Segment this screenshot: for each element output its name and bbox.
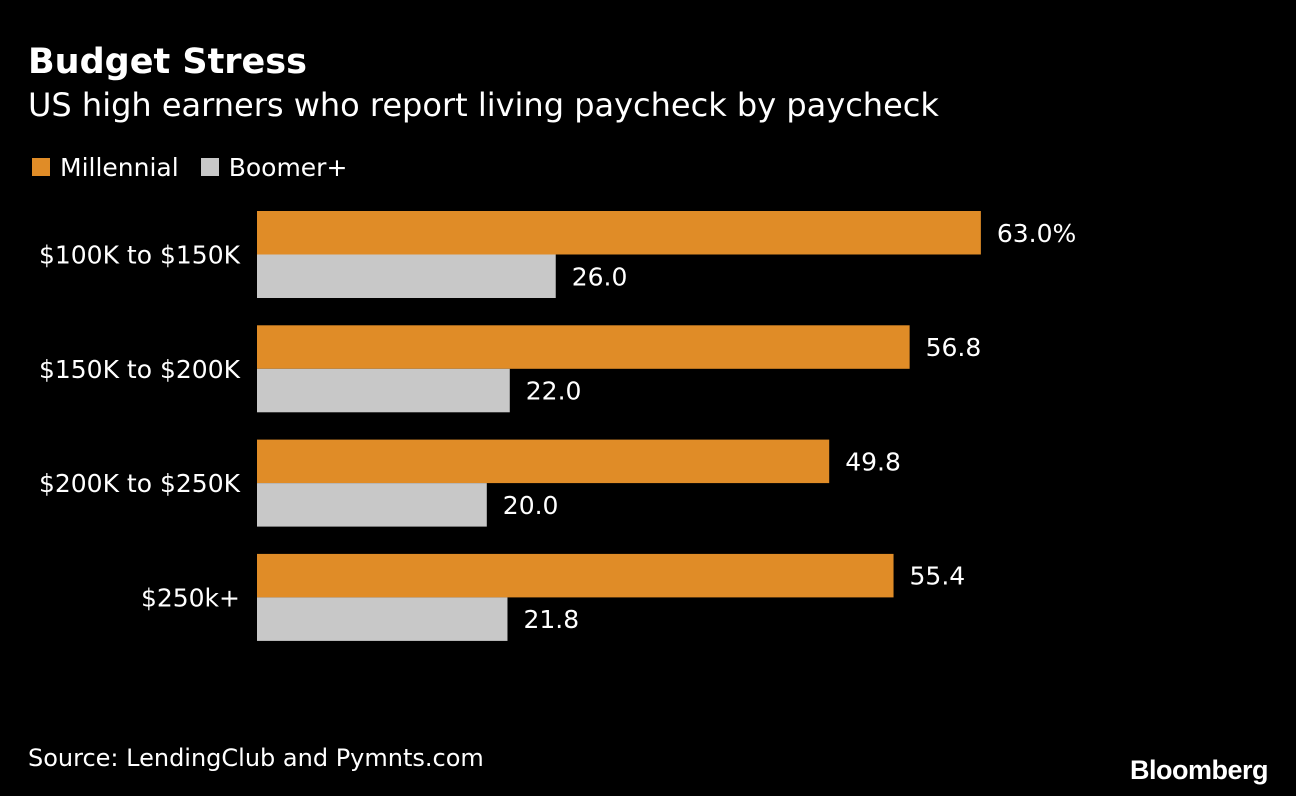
legend-label-boomer: Boomer+	[228, 152, 348, 182]
data-label-millennial: 56.8	[926, 333, 982, 362]
bloomberg-logo: Bloomberg	[1129, 755, 1269, 785]
data-label-boomer: 26.0	[572, 262, 628, 291]
category-label: $250k+	[141, 583, 240, 612]
category-label: $200K to $250K	[39, 469, 241, 498]
bar-chart: $100K to $150K 63.0% 26.0 $150K to $200K 56.…	[39, 211, 1076, 641]
legend-swatch-millennial	[32, 158, 50, 176]
bar-millennial	[257, 553, 894, 598]
bar-millennial	[257, 325, 910, 369]
legend-item-millennial: Millennial	[32, 153, 179, 182]
bar-boomer	[257, 483, 487, 527]
chart-subtitle: US high earners who report living payche…	[28, 86, 939, 124]
data-label-millennial: 55.4	[910, 562, 966, 591]
bar-boomer	[257, 254, 556, 298]
category-label: $150K to $200K	[39, 355, 241, 384]
bar-boomer	[257, 368, 510, 413]
data-label-boomer: 21.8	[523, 605, 579, 634]
legend-swatch-boomer	[200, 158, 219, 176]
bar-boomer	[257, 597, 508, 641]
bar-millennial	[257, 439, 830, 484]
bar-millennial	[257, 211, 981, 255]
legend-item-boomer: Boomer+	[200, 152, 348, 182]
category-label: $100K to $150K	[39, 241, 241, 270]
data-label-millennial: 49.8	[845, 447, 901, 476]
source-note: Source: LendingClub and Pymnts.com	[28, 744, 484, 772]
data-label-millennial: 63.0%	[997, 219, 1076, 248]
data-label-boomer: 20.0	[503, 491, 559, 520]
legend: Millennial Boomer+	[32, 150, 369, 184]
data-label-boomer: 22.0	[526, 377, 582, 406]
legend-label-millennial: Millennial	[60, 152, 179, 182]
chart-title: Budget Stress	[28, 42, 307, 82]
